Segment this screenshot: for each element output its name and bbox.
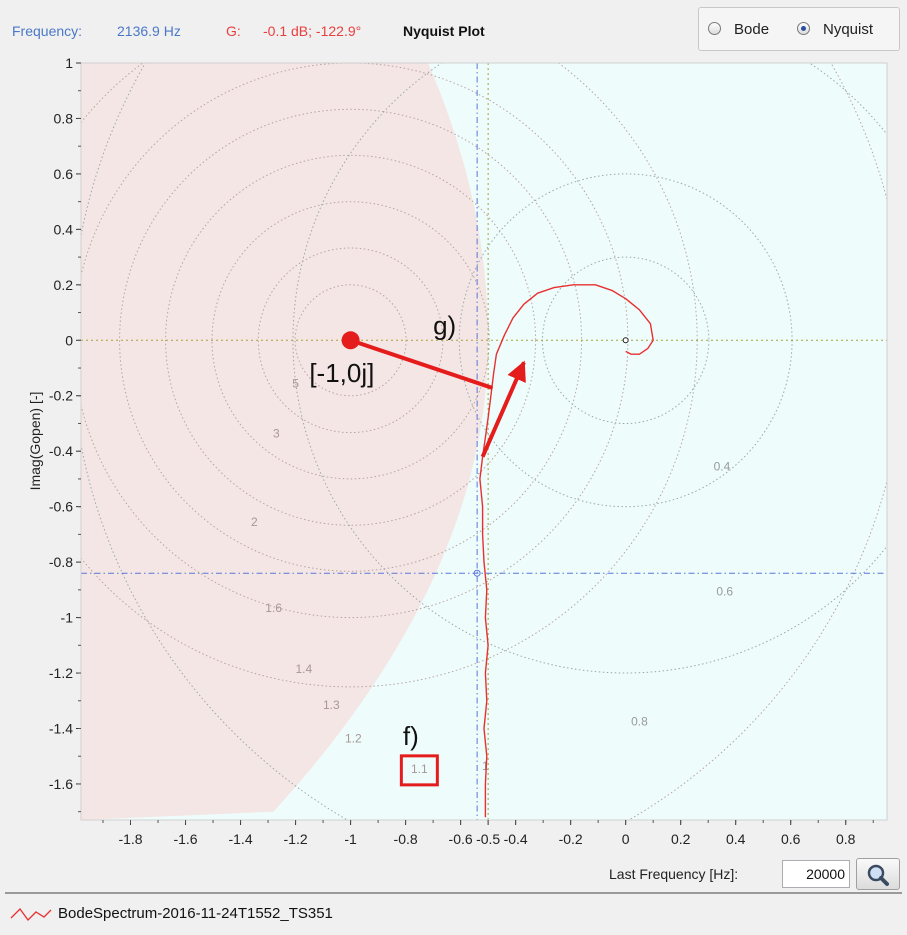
x-tick-label: -0.2: [559, 831, 583, 847]
last-frequency-label: Last Frequency [Hz]:: [609, 866, 739, 882]
y-tick-label: -1.2: [49, 665, 73, 681]
legend-line-icon: [10, 908, 52, 921]
y-tick-label: -0.2: [49, 388, 73, 404]
zoom-button[interactable]: [856, 858, 900, 890]
plot-mode-selector: Bode Nyquist: [698, 7, 900, 51]
magnifier-icon: [867, 864, 889, 886]
annotation-label: [-1,0j]: [309, 358, 374, 388]
y-tick-label: 0.8: [54, 110, 74, 126]
highlight-box: [399, 754, 439, 787]
contour-label: 1.3: [323, 698, 340, 712]
contour-label: 1.1: [411, 762, 428, 776]
contour-label: 0.8: [631, 715, 648, 729]
x-tick-label: -0.8: [394, 831, 418, 847]
bode-radio[interactable]: [708, 22, 721, 35]
plot-frame: [80, 62, 888, 821]
annotation-label: f): [403, 721, 419, 751]
legend-divider: [5, 892, 902, 894]
x-tick-label: 0: [622, 831, 630, 847]
frequency-value: 2136.9 Hz: [117, 23, 181, 39]
y-tick-label: 0.2: [54, 277, 74, 293]
gain-label: G:: [226, 23, 241, 39]
x-tick-label: -0.4: [504, 831, 528, 847]
x-tick-label: -1: [344, 831, 357, 847]
frequency-label: Frequency:: [12, 23, 83, 39]
x-tick-label: -1.6: [173, 831, 197, 847]
legend: BodeSpectrum-2016-11-24T1552_TS351: [0, 896, 907, 935]
y-tick-label: -1.4: [49, 720, 73, 736]
crosshair-marker: [473, 569, 481, 577]
distance-vector: [348, 338, 493, 390]
y-tick-label: 0.4: [54, 221, 74, 237]
y-tick-label: 0.6: [54, 166, 74, 182]
x-tick-label: 0.2: [671, 831, 691, 847]
contour-label: 3: [273, 426, 280, 440]
x-tick-label: 0.8: [836, 831, 856, 847]
y-tick-label: -1.6: [49, 776, 73, 792]
y-tick-label: -1: [61, 610, 74, 626]
contour-label: 2: [251, 515, 258, 529]
legend-series-label: BodeSpectrum-2016-11-24T1552_TS351: [58, 905, 333, 922]
y-tick-label: -0.8: [49, 554, 73, 570]
y-tick-label: 0: [65, 332, 73, 348]
contour-circle: [257, 247, 444, 434]
contour-label: 0.4: [714, 460, 731, 474]
y-tick-label: -0.4: [49, 443, 73, 459]
direction-arrow: [480, 360, 526, 458]
y-tick-label: -0.6: [49, 499, 73, 515]
x-tick-label: 0.4: [726, 831, 746, 847]
x-tick-label: -1.8: [118, 831, 142, 847]
x-tick-label: -0.6: [449, 831, 473, 847]
annotation-label: g): [433, 311, 456, 341]
contour-label: 1.6: [265, 601, 282, 615]
contour-label: 1: [482, 759, 489, 773]
x-tick-label: -1.4: [228, 831, 252, 847]
bode-radio-label[interactable]: Bode: [734, 21, 770, 38]
x-tick-label: -0.5: [476, 831, 500, 847]
origin-marker: [622, 337, 629, 344]
last-frequency-input[interactable]: [782, 860, 850, 888]
nyquist-radio-label[interactable]: Nyquist: [823, 21, 874, 38]
gain-value: -0.1 dB; -122.9°: [263, 23, 362, 39]
x-tick-label: 0.6: [781, 831, 801, 847]
header-bar: Frequency: 2136.9 Hz G: -0.1 dB; -122.9°…: [0, 0, 907, 62]
unstable-region: [81, 63, 489, 820]
y-tick-label: 1: [65, 55, 73, 71]
critical-point-marker: [341, 331, 360, 350]
contour-label: 1.2: [345, 731, 362, 745]
contour-label: 0.6: [716, 584, 733, 598]
x-tick-label: -1.2: [284, 831, 308, 847]
y-axis-label: Imag(Gopen) [-]: [27, 392, 43, 491]
nyquist-curve: [479, 284, 654, 818]
contour-circle: [211, 201, 490, 480]
contour-label: 1.4: [295, 662, 312, 676]
contour-circle: [165, 154, 537, 526]
nyquist-radio[interactable]: [797, 22, 810, 35]
plot-title: Nyquist Plot: [403, 23, 485, 39]
